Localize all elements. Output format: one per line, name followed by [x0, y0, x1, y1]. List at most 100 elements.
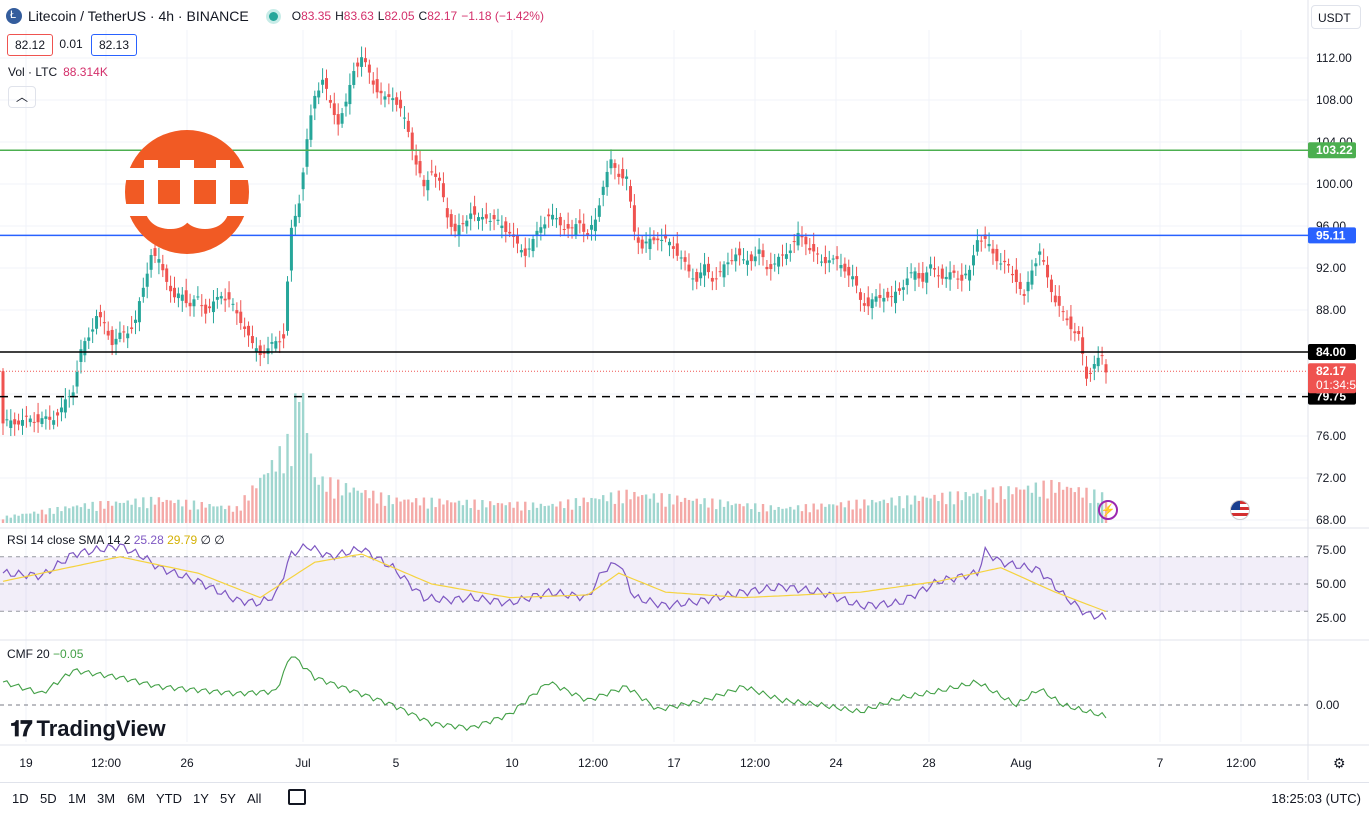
volume-bar [348, 492, 352, 523]
volume-bar [403, 499, 406, 523]
candle-body [547, 214, 551, 217]
level-blue-label: 95.11 [1316, 228, 1346, 242]
volume-bar [1019, 489, 1022, 523]
volume-bar [742, 506, 745, 523]
range-ytd[interactable]: YTD [156, 791, 182, 806]
bottom-toolbar: 1D 5D 1M 3M 6M YTD 1Y 5Y All 18:25:03 (U… [0, 782, 1369, 813]
volume-bar [68, 508, 71, 523]
candle-body [348, 84, 352, 105]
time-tick-label: 5 [393, 756, 400, 770]
candle-body [1069, 316, 1073, 330]
volume-bar [418, 505, 422, 523]
candle-body [781, 254, 785, 256]
range-5y[interactable]: 5Y [220, 791, 236, 806]
volume-bar [442, 504, 445, 523]
volume-bar [512, 507, 515, 523]
range-all[interactable]: All [247, 791, 262, 806]
candle-body [792, 241, 796, 243]
volume-bar [118, 502, 122, 523]
candle-body [289, 227, 293, 271]
candle-body [254, 348, 258, 353]
volume-bar [863, 499, 866, 523]
candle-body [734, 254, 738, 262]
rsi-v4: ∅ [214, 533, 225, 547]
volume-bar [547, 505, 550, 523]
candle-body [262, 352, 266, 354]
volume-bar [582, 497, 585, 523]
rsi-line [2, 543, 1107, 620]
low-value: 82.05 [384, 9, 415, 23]
candle-body [134, 319, 138, 323]
candle-body [122, 331, 126, 333]
volume-bar [485, 507, 488, 523]
range-1d[interactable]: 1D [12, 791, 29, 806]
ask-button[interactable]: 82.13 [91, 34, 137, 56]
volume-bar [138, 507, 141, 523]
volume-bar [340, 495, 344, 523]
cmf-tick-label: 0.00 [1316, 698, 1340, 712]
price-tick-label: 108.00 [1316, 93, 1353, 107]
time-tick-label: 12:00 [1226, 756, 1256, 770]
volume-bar [387, 495, 391, 523]
bid-button[interactable]: 82.12 [7, 34, 53, 56]
volume-bar [633, 491, 636, 523]
range-3m[interactable]: 3M [97, 791, 116, 806]
candle-body [180, 294, 184, 301]
volume-bar [149, 496, 153, 523]
volume-bar [792, 509, 796, 523]
candle-body [558, 216, 562, 226]
volume-bar [208, 504, 211, 523]
volume-bar [816, 509, 819, 523]
volume-bar [450, 502, 453, 523]
candle-body [204, 304, 208, 314]
us-flag-icon[interactable] [1230, 500, 1250, 520]
candle-body [332, 103, 336, 116]
candle-body [508, 231, 512, 234]
volume-bar [1042, 480, 1045, 523]
candle-body [480, 216, 484, 220]
range-1y[interactable]: 1Y [193, 791, 209, 806]
volume-bar [586, 502, 589, 523]
candle-body [91, 329, 95, 332]
rsi-ma-value: 29.79 [167, 533, 198, 547]
lightning-icon[interactable]: ⚡ [1098, 500, 1118, 520]
tradingview-logo[interactable]: 𝟏𝟕 TradingView [10, 716, 166, 742]
volume-bar [703, 498, 706, 523]
collapse-legend-button[interactable]: ︿ [8, 86, 36, 108]
volume-bar [629, 499, 632, 523]
range-1m[interactable]: 1M [68, 791, 87, 806]
volume-bar [1073, 492, 1077, 523]
volume-bar [937, 501, 940, 523]
symbol-title[interactable]: Litecoin / TetherUS · 4h · BINANCE [28, 8, 249, 24]
candle-body [605, 171, 609, 188]
volume-bar [305, 433, 309, 523]
currency-selector[interactable]: USDT [1311, 5, 1361, 29]
volume-bar [391, 504, 394, 523]
utc-clock[interactable]: 18:25:03 (UTC) [1271, 791, 1361, 806]
candle-body [535, 230, 539, 236]
gear-icon[interactable]: ⚙ [1333, 755, 1346, 771]
candle-body [453, 223, 457, 232]
candle-body [114, 338, 118, 345]
volume-bar [839, 502, 843, 523]
candle-body [106, 330, 110, 336]
candle-body [219, 296, 223, 299]
volume-bar [379, 492, 383, 523]
volume-bar [559, 501, 562, 523]
volume-bar [882, 499, 886, 523]
candle-body [636, 237, 640, 243]
volume-bar [309, 453, 313, 523]
volume-bar [605, 501, 609, 523]
candle-body [188, 302, 192, 307]
calendar-icon[interactable] [288, 789, 306, 805]
candle-body [523, 248, 527, 256]
range-6m[interactable]: 6M [127, 791, 146, 806]
volume-bar [718, 499, 722, 523]
candle-body [909, 272, 913, 274]
range-5d[interactable]: 5D [40, 791, 57, 806]
candle-body [340, 113, 344, 124]
candle-body [652, 237, 656, 241]
volume-bar [461, 505, 465, 523]
volume-bar [516, 501, 519, 523]
